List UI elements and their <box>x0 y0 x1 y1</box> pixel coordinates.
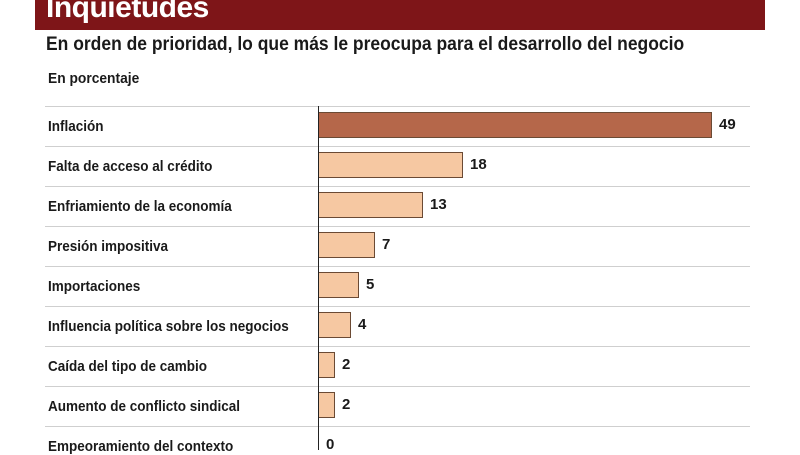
row-separator <box>45 106 750 107</box>
bar <box>319 272 359 298</box>
bar <box>319 352 335 378</box>
value-label: 5 <box>366 276 375 293</box>
row-separator <box>45 386 750 387</box>
category-label: Aumento de conflicto sindical <box>48 398 241 415</box>
row-separator <box>45 266 750 267</box>
chart-subtitle: En orden de prioridad, lo que más le pre… <box>46 34 685 55</box>
row-separator <box>45 426 750 427</box>
category-label: Importaciones <box>48 278 141 295</box>
bar <box>319 392 335 418</box>
category-label: Caída del tipo de cambio <box>48 358 208 375</box>
value-label: 4 <box>358 316 367 333</box>
chart-title: Inquietudes <box>46 0 209 24</box>
row-separator <box>45 146 750 147</box>
category-label: Presión impositiva <box>48 238 169 255</box>
value-axis-line <box>318 106 319 450</box>
row-separator <box>45 186 750 187</box>
bar <box>319 112 712 138</box>
value-label: 7 <box>382 236 391 253</box>
row-separator <box>45 306 750 307</box>
value-label: 13 <box>430 196 447 213</box>
category-label: Inflación <box>48 118 104 135</box>
category-label: Falta de acceso al crédito <box>48 158 213 175</box>
value-label: 2 <box>342 396 351 413</box>
row-separator <box>45 226 750 227</box>
header-band: Inquietudes <box>35 0 765 30</box>
bar <box>319 312 351 338</box>
bar <box>319 152 463 178</box>
row-separator <box>45 346 750 347</box>
category-label: Influencia política sobre los negocios <box>48 318 289 335</box>
category-label: Enfriamiento de la economía <box>48 198 232 215</box>
bar <box>319 232 375 258</box>
bar <box>319 192 423 218</box>
units-label: En porcentaje <box>48 70 140 87</box>
value-label: 49 <box>719 116 736 133</box>
value-label: 2 <box>342 356 351 373</box>
value-label: 18 <box>470 156 487 173</box>
value-label: 0 <box>326 436 335 453</box>
category-label: Empeoramiento del contexto <box>48 438 234 455</box>
